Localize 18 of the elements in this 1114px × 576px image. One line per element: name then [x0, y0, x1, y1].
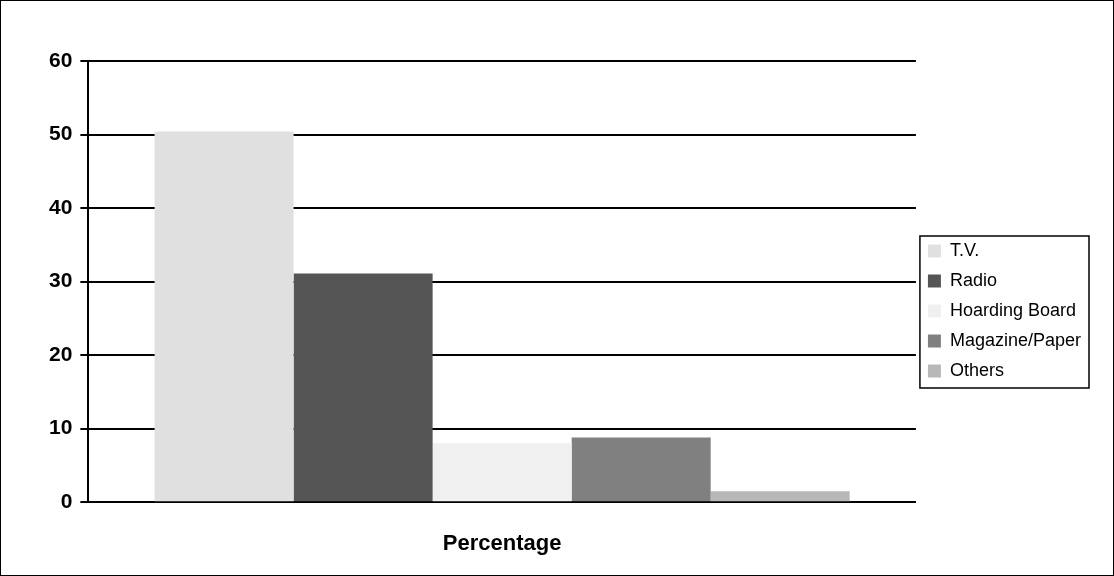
y-tick-label: 60 — [49, 47, 73, 71]
legend-label: T.V. — [949, 239, 980, 260]
bar — [432, 443, 572, 502]
legend-label: Radio — [949, 269, 997, 290]
y-tick-label: 30 — [49, 268, 73, 292]
bar — [571, 437, 711, 502]
legend-label: Others — [949, 359, 1004, 380]
y-tick-label: 40 — [49, 194, 73, 218]
x-axis-title: Percentage — [442, 529, 562, 555]
y-tick-label: 0 — [60, 489, 73, 512]
y-tick-label: 50 — [49, 121, 73, 145]
bar — [293, 273, 433, 502]
legend-label: Magazine/Paper — [949, 329, 1082, 350]
y-tick-label: 10 — [49, 415, 73, 439]
bar — [154, 131, 294, 502]
legend-label: Hoarding Board — [949, 299, 1077, 320]
bar — [710, 491, 850, 502]
y-tick-label: 20 — [49, 341, 73, 365]
